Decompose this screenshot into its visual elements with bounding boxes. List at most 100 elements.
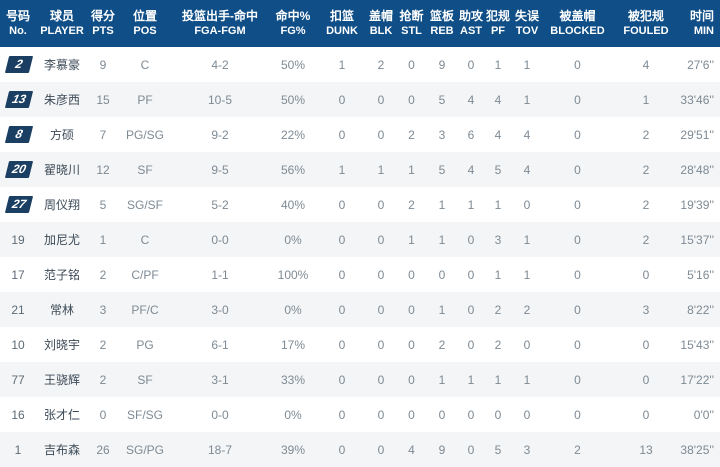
- cell-pf: 1: [494, 57, 502, 72]
- column-header-en: REB: [430, 25, 454, 37]
- cell-fouled: 0: [642, 267, 650, 282]
- cell-pos: SF: [137, 372, 153, 387]
- starter-number-badge: 8: [4, 126, 33, 143]
- cell-pos: SF/SG: [126, 407, 163, 422]
- cell-fga_fgm: 18-7: [207, 442, 233, 457]
- column-header-en: PF: [490, 25, 506, 37]
- cell-fga_fgm: 9-2: [211, 127, 229, 142]
- starter-number-badge: 13: [4, 91, 33, 108]
- cell-pos: C: [140, 232, 150, 247]
- column-header-zh: 抢断: [399, 9, 424, 23]
- cell-fg_pct: 39%: [280, 442, 306, 457]
- table-row: 2 李慕豪 9 C 4-2 50% 1 2 0 9 0 1 1 0 4 27'6'': [0, 47, 720, 82]
- column-header-en: DUNK: [326, 25, 358, 37]
- cell-fg_pct: 33%: [280, 372, 306, 387]
- cell-fg_pct: 56%: [280, 162, 306, 177]
- cell-no: 27: [0, 187, 36, 222]
- starter-number-badge: 2: [4, 56, 33, 73]
- cell-blk: 0: [377, 267, 385, 282]
- cell-tov: 1: [523, 232, 531, 247]
- cell-ast: 6: [467, 127, 475, 142]
- column-header-zh: 命中%: [275, 9, 311, 23]
- header-row: 号码 No. 球员 PLAYER 得分 PTS 位置 POS 投篮出手-命中 FGA-FGM 命中%…: [0, 0, 720, 47]
- cell-ast: 1: [467, 372, 475, 387]
- column-header-en: FGA-FGM: [194, 25, 246, 37]
- column-header-reb: 篮板 REB: [427, 0, 457, 47]
- cell-player: 吉布森: [43, 443, 80, 457]
- cell-reb: 3: [438, 127, 446, 142]
- column-header-zh: 号码: [5, 9, 30, 23]
- cell-pts: 3: [99, 302, 107, 317]
- cell-pf: 1: [494, 372, 502, 387]
- cell-blocked: 0: [574, 372, 581, 387]
- cell-stl: 1: [408, 162, 415, 177]
- cell-dunk: 0: [338, 197, 346, 212]
- column-header-zh: 犯规: [485, 9, 510, 23]
- cell-pts: 5: [99, 197, 107, 212]
- cell-pos: PF: [137, 92, 153, 107]
- cell-pf: 0: [494, 407, 502, 422]
- table-row: 10 刘晓宇 2 PG 6-1 17% 0 0 0 2 0 2 0 0 0 15'43'': [0, 327, 720, 362]
- cell-pf: 1: [494, 267, 502, 282]
- cell-player: 张才仁: [43, 408, 80, 422]
- cell-fg_pct: 17%: [280, 337, 306, 352]
- cell-tov: 2: [523, 302, 531, 317]
- cell-blk: 0: [377, 127, 385, 142]
- cell-blocked: 0: [574, 57, 581, 72]
- cell-pts: 2: [99, 337, 107, 352]
- cell-no: 13: [0, 82, 36, 117]
- cell-pos: PG/SG: [125, 127, 164, 142]
- column-header-en: MIN: [693, 25, 714, 37]
- cell-fga_fgm: 6-1: [211, 337, 229, 352]
- cell-dunk: 0: [338, 267, 346, 282]
- cell-blocked: 2: [574, 442, 581, 457]
- column-header-tov: 失误 TOV: [511, 0, 543, 47]
- starter-number-badge: 20: [4, 161, 33, 178]
- column-header-zh: 投篮出手-命中: [182, 9, 258, 23]
- cell-reb: 1: [438, 302, 446, 317]
- cell-dunk: 0: [338, 127, 346, 142]
- cell-reb: 0: [438, 407, 446, 422]
- table-row: 21 常林 3 PF/C 3-0 0% 0 0 0 1 0 2 2 0 3 8'22'': [0, 292, 720, 327]
- column-header-zh: 位置: [132, 9, 157, 23]
- cell-ast: 0: [467, 57, 475, 72]
- cell-dunk: 1: [338, 162, 346, 177]
- cell-player: 方硕: [49, 128, 74, 142]
- cell-min: 15'37'': [680, 232, 714, 247]
- cell-blk: 1: [377, 162, 385, 177]
- column-header-en: No.: [9, 25, 27, 37]
- cell-fouled: 2: [642, 127, 650, 142]
- cell-fga_fgm: 0-0: [211, 407, 229, 422]
- column-header-pf: 犯规 PF: [485, 0, 511, 47]
- cell-reb: 1: [438, 232, 446, 247]
- cell-pf: 5: [494, 162, 502, 177]
- cell-pos: C: [140, 57, 150, 72]
- column-header-zh: 被盖帽: [559, 9, 596, 23]
- cell-min: 0'0'': [693, 407, 714, 422]
- cell-fga_fgm: 9-5: [211, 162, 229, 177]
- cell-tov: 0: [523, 337, 531, 352]
- cell-reb: 2: [438, 337, 446, 352]
- column-header-en: STL: [401, 25, 422, 37]
- cell-player: 加尼尤: [43, 233, 80, 247]
- cell-blocked: 0: [574, 302, 581, 317]
- cell-no: 2: [0, 47, 36, 82]
- column-header-ast: 助攻 AST: [457, 0, 485, 47]
- table-body: 2 李慕豪 9 C 4-2 50% 1 2 0 9 0 1 1 0 4 27'6'' 13 朱彦西 15 PF 10-5…: [0, 47, 720, 467]
- cell-fouled: 2: [642, 232, 650, 247]
- cell-stl: 0: [408, 302, 415, 317]
- cell-blk: 0: [377, 197, 385, 212]
- cell-min: 33'46'': [680, 92, 714, 107]
- cell-fouled: 13: [639, 442, 653, 457]
- cell-player: 周仪翔: [43, 198, 80, 212]
- cell-tov: 0: [523, 197, 531, 212]
- cell-tov: 0: [523, 407, 531, 422]
- cell-stl: 0: [408, 92, 415, 107]
- column-header-fg_pct: 命中% FG%: [268, 0, 318, 47]
- cell-dunk: 0: [338, 337, 346, 352]
- cell-no: 20: [0, 152, 36, 187]
- cell-player: 范子铭: [43, 268, 80, 282]
- cell-fg_pct: 50%: [280, 57, 306, 72]
- cell-blk: 0: [377, 92, 385, 107]
- cell-fga_fgm: 10-5: [207, 92, 233, 107]
